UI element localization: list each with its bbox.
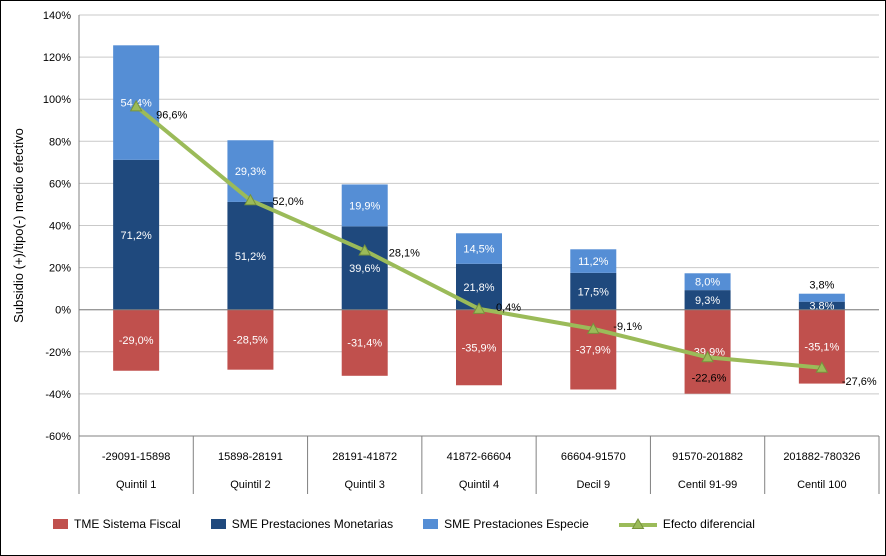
category-name-label: Quintil 1 (116, 479, 156, 491)
bar-label: 9,3% (695, 295, 720, 307)
category-range-label: 66604-91570 (561, 451, 626, 463)
triangle-marker-icon (358, 244, 372, 256)
category-name-label: Quintil 4 (459, 479, 499, 491)
bar-label: 19,9% (349, 200, 380, 212)
bar-segment (227, 201, 274, 310)
legend-item-tme-sistema-fiscal: TME Sistema Fiscal (53, 517, 181, 531)
line-label: -9,1% (613, 321, 642, 333)
category-range-label: 15898-28191 (218, 451, 283, 463)
bar-label: 11,2% (578, 256, 609, 268)
bar-segment-negative (341, 309, 388, 376)
bar-label: 21,8% (463, 282, 494, 294)
line-label: 96,6% (156, 109, 187, 121)
category-range-label: 41872-66604 (447, 451, 512, 463)
category-name-label: Quintil 3 (345, 479, 385, 491)
bar-label-outside: 3,8% (809, 280, 834, 292)
y-tick-label: 80% (49, 136, 71, 148)
bar-segment (684, 273, 731, 291)
bar-label: -31,4% (347, 338, 382, 350)
bar-segment-negative (113, 309, 160, 371)
bar-segment-negative (227, 309, 274, 370)
line-label: 52,0% (272, 196, 303, 208)
bar-segment (341, 226, 388, 310)
bar-segment (341, 184, 388, 227)
category-name-label: Quintil 2 (230, 479, 270, 491)
combo-chart: -60% -40% -20% 0% 20% 40% 60% 80% 100% 120% 140% Su… (11, 10, 880, 494)
legend-label: SME Prestaciones Especie (444, 517, 589, 531)
triangle-marker-icon (815, 361, 829, 373)
legend-label: SME Prestaciones Monetarias (231, 517, 394, 531)
y-tick-label: 100% (43, 94, 71, 106)
bar-label: 39,6% (349, 263, 380, 275)
bar-label: -35,1% (804, 342, 839, 354)
bar-segment (798, 301, 845, 310)
y-tick-label: 40% (49, 221, 71, 233)
bar-segment (456, 233, 502, 264)
legend-item-sme-prestaciones-monetarias: SME Prestaciones Monetarias (210, 517, 394, 531)
y-tick-label: 120% (43, 52, 71, 64)
line-label: 0,4% (496, 302, 521, 314)
category-range-label: 28191-41872 (332, 451, 397, 463)
category-name-label: Decil 9 (576, 479, 610, 491)
legend-line-marker-icon (618, 518, 657, 530)
category-range-label: 91570-201882 (672, 451, 743, 463)
legend-label: TME Sistema Fiscal (74, 517, 181, 531)
bar-segment (798, 293, 845, 302)
category-name-label: Centil 100 (797, 479, 847, 491)
legend-swatch-darkblue-icon (210, 519, 226, 529)
bar-segment (570, 249, 617, 273)
category-range-label: -29091-15898 (102, 451, 171, 463)
line-label: -27,6% (842, 376, 877, 388)
bar-label: -28,5% (233, 335, 268, 347)
y-tick-label: -40% (45, 389, 71, 401)
bar-segment (113, 159, 160, 310)
y-tick-label: -20% (45, 347, 71, 359)
triangle-marker-icon (586, 322, 600, 334)
bar-label: 29,3% (235, 166, 266, 178)
legend-swatch-red-icon (53, 519, 68, 529)
triangle-marker-icon (129, 99, 143, 112)
chart-legend: TME Sistema Fiscal SME Prestaciones Mone… (53, 507, 755, 541)
bar-label: 71,2% (121, 230, 152, 242)
legend-item-sme-prestaciones-especie: SME Prestaciones Especie (423, 517, 589, 531)
bar-segment-negative (456, 309, 502, 386)
y-tick-label: 140% (43, 10, 71, 22)
bar-label: 14,5% (463, 244, 494, 256)
triangle-marker-icon (701, 350, 714, 363)
bar-segment (227, 140, 274, 202)
triangle-marker-icon (472, 302, 486, 314)
bar-label: -29,0% (119, 335, 154, 347)
bar-segment (570, 272, 617, 310)
bar-label: 17,5% (578, 286, 609, 298)
legend-item-efecto-diferencial: Efecto diferencial (618, 517, 755, 531)
triangle-marker-icon (244, 193, 257, 206)
category-range-label: 201882-780326 (783, 451, 860, 463)
bar-label: -35,9% (462, 342, 497, 354)
y-tick-label: -60% (45, 431, 71, 443)
y-axis-title: Subsidio (+)/tipo(-) medio efectivo (11, 128, 26, 323)
bar-label: 8,0% (695, 277, 720, 289)
bar-label: -37,9% (576, 345, 611, 357)
bar-segment (684, 290, 731, 310)
legend-label: Efecto diferencial (662, 517, 755, 531)
y-tick-label: 0% (55, 305, 71, 317)
line-label: 28,1% (389, 248, 420, 260)
bar-label: 51,2% (235, 251, 266, 263)
line-label: -22,6% (692, 372, 727, 384)
y-tick-label: 20% (49, 263, 71, 275)
legend-swatch-lightblue-icon (423, 519, 439, 529)
y-tick-label: 60% (49, 178, 71, 190)
category-name-label: Centil 91-99 (678, 479, 737, 491)
